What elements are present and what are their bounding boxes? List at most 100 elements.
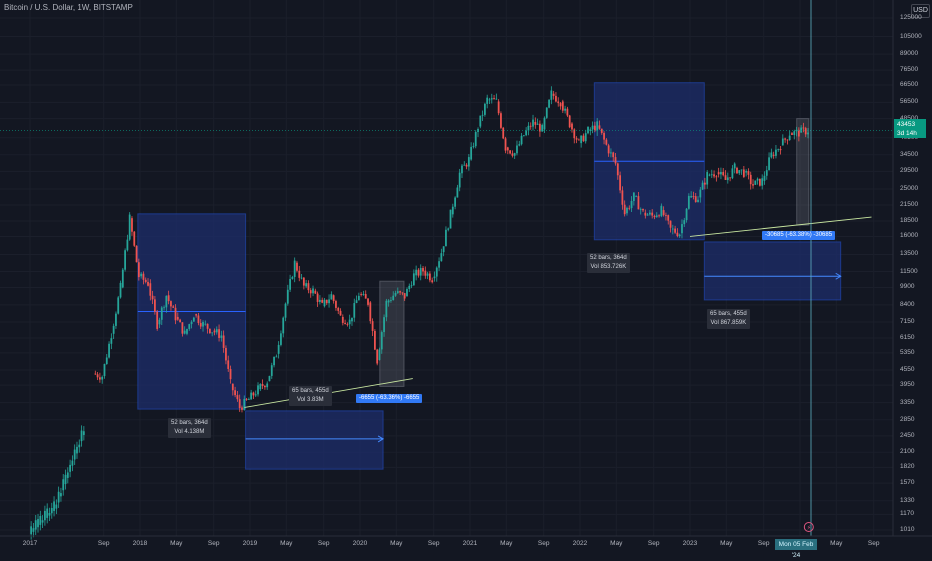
candle-body xyxy=(516,145,518,154)
price-tick-label: 29500 xyxy=(900,167,919,175)
candle-body xyxy=(344,322,347,324)
candle-body xyxy=(786,139,789,141)
time-tick-label: 2018 xyxy=(132,540,148,547)
candle-body xyxy=(653,215,656,218)
vol-label: Vol 3.83M xyxy=(297,397,324,403)
candle-body xyxy=(600,128,603,133)
candle-body xyxy=(101,376,104,380)
range-box-2019 xyxy=(245,410,384,470)
candle-body xyxy=(133,231,136,246)
candle-body xyxy=(678,234,681,237)
event-marker-icon xyxy=(803,522,814,532)
candle-body xyxy=(775,149,777,156)
candle-body xyxy=(396,291,399,293)
candle-body xyxy=(598,125,601,129)
candle-body xyxy=(564,108,567,111)
candle-body xyxy=(115,313,117,326)
candle-body xyxy=(220,335,223,338)
candle-body xyxy=(383,317,385,333)
stats-2022: 52 bars, 364d Vol 853.726K xyxy=(587,253,630,273)
candle-body xyxy=(160,307,163,320)
candle-body xyxy=(32,528,35,532)
candle-body xyxy=(250,392,253,400)
candle-body xyxy=(747,171,750,175)
price-tick-label: 1330 xyxy=(900,496,915,504)
candle-body xyxy=(626,207,628,214)
candle-body xyxy=(451,206,454,215)
candle-body xyxy=(449,209,452,229)
candle-body xyxy=(360,294,363,295)
candle-body xyxy=(779,149,782,151)
current-price-label: 43453 xyxy=(897,121,916,128)
candle-body xyxy=(412,273,415,286)
candle-body xyxy=(589,129,592,131)
time-tick-label: Sep xyxy=(317,540,330,547)
candle-body xyxy=(662,210,665,216)
candle-body xyxy=(321,299,324,303)
candle-body xyxy=(607,145,610,154)
candle-body xyxy=(78,444,81,448)
candle-body xyxy=(277,344,280,354)
candle-body xyxy=(518,144,521,146)
candle-body xyxy=(765,170,768,176)
candle-body xyxy=(481,114,484,116)
candle-body xyxy=(339,310,342,316)
candle-body xyxy=(225,347,227,361)
candle-body xyxy=(465,164,468,167)
candle-body xyxy=(172,306,175,308)
price-tick-label: 11500 xyxy=(900,267,918,275)
candle-body xyxy=(252,392,255,396)
candle-body xyxy=(683,220,686,225)
candle-body xyxy=(637,196,640,210)
candle-body xyxy=(580,135,583,144)
candle-body xyxy=(669,220,672,228)
candle-body xyxy=(57,491,60,503)
candle-body xyxy=(64,474,67,485)
candle-body xyxy=(170,301,172,307)
candle-body xyxy=(703,182,706,185)
candle-body xyxy=(316,293,319,302)
candle-body xyxy=(648,212,651,215)
currency-button[interactable]: USD xyxy=(911,4,930,18)
candle-body xyxy=(41,520,44,523)
candle-body xyxy=(731,168,734,179)
candle-body xyxy=(298,270,301,278)
candle-body xyxy=(573,129,576,139)
vol-label: Vol 853.726K xyxy=(590,264,627,270)
candle-body xyxy=(66,472,69,478)
candle-body xyxy=(371,321,374,331)
candle-body xyxy=(380,332,383,350)
candle-body xyxy=(770,152,773,158)
candle-body xyxy=(522,135,525,137)
candle-body xyxy=(218,329,220,338)
candle-body xyxy=(736,167,738,174)
candle-body xyxy=(555,95,557,102)
candle-body xyxy=(738,170,741,174)
candle-body xyxy=(254,394,257,396)
candle-body xyxy=(142,273,145,280)
candle-body xyxy=(415,269,418,276)
candle-body xyxy=(197,315,200,324)
price-tick-label: 3350 xyxy=(900,398,915,406)
candle-body xyxy=(795,129,798,132)
time-tick-label: 2022 xyxy=(572,540,588,547)
candle-body xyxy=(328,299,330,304)
candle-body xyxy=(355,300,358,304)
candle-body xyxy=(635,196,638,197)
range-arrowhead-1 xyxy=(835,272,842,280)
candle-body xyxy=(793,131,796,135)
candle-body xyxy=(351,317,353,322)
candle-body xyxy=(238,399,241,408)
candle-body xyxy=(504,138,507,151)
candle-body xyxy=(376,349,379,364)
candle-body xyxy=(571,123,573,130)
candle-body xyxy=(665,215,667,216)
candle-body xyxy=(621,190,624,205)
candle-body xyxy=(229,368,232,380)
candle-body xyxy=(124,250,127,270)
candle-body xyxy=(55,504,58,509)
candle-body xyxy=(500,113,502,128)
candle-body xyxy=(330,294,333,300)
candle-body xyxy=(642,208,644,211)
